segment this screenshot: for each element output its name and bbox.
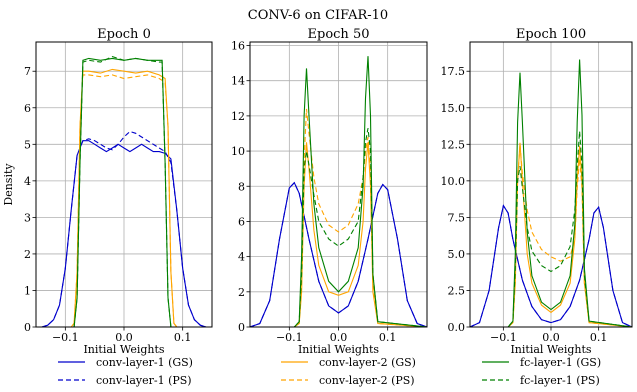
panel-title: Epoch 0 xyxy=(97,27,151,42)
legend-item: fc-layer-1 (GS) xyxy=(482,356,601,369)
x-tick-label: −0.1 xyxy=(490,331,517,344)
x-tick-label: 0.0 xyxy=(115,331,133,344)
y-tick-label: 10.0 xyxy=(441,175,466,188)
legend-item: fc-layer-1 (PS) xyxy=(482,374,600,387)
series-line xyxy=(41,130,207,327)
chart-panel: −0.1 0.0 0.1 0 1 2 3 4 5 6 7 Epoch 0 Initial Weights… xyxy=(2,27,213,356)
y-tick-label: 7 xyxy=(24,65,31,78)
legend: conv-layer-1 (GS) conv-layer-1 (PS) conv-l… xyxy=(58,356,601,387)
y-tick-label: 12.5 xyxy=(441,138,466,151)
series-line xyxy=(41,56,207,327)
series-line xyxy=(250,56,427,327)
series-line xyxy=(41,74,207,327)
chart-panel: −0.1 0.0 0.1 0.0 2.5 5.0 7.5 10.0 12.5 15.0 17.5 Ep… xyxy=(441,27,633,356)
legend-label: fc-layer-1 (PS) xyxy=(520,374,600,387)
series-line xyxy=(470,131,632,327)
x-tick-label: −0.1 xyxy=(276,331,303,344)
legend-item: conv-layer-1 (PS) xyxy=(58,374,192,387)
panel-title: Epoch 50 xyxy=(308,27,370,42)
y-tick-label: 4 xyxy=(238,251,245,264)
y-tick-label: 14 xyxy=(231,75,245,88)
x-tick-label: 0.0 xyxy=(542,331,560,344)
legend-label: conv-layer-1 (PS) xyxy=(96,374,192,387)
y-tick-label: 6 xyxy=(238,215,245,228)
y-tick-label: 15.0 xyxy=(441,102,466,115)
y-tick-label: 12 xyxy=(231,110,245,123)
chart-panel: −0.1 0.0 0.1 0 2 4 6 8 10 12 14 16 Epoch 50 Initial W… xyxy=(231,27,428,356)
y-tick-label: 4 xyxy=(24,175,31,188)
y-tick-label: 1 xyxy=(24,284,31,297)
x-axis-label: Initial Weights xyxy=(83,343,164,356)
series-line xyxy=(470,204,632,327)
x-tick-label: 0.1 xyxy=(590,331,608,344)
legend-label: conv-layer-1 (GS) xyxy=(96,356,193,369)
series-line xyxy=(470,59,632,327)
y-tick-label: 5.0 xyxy=(448,248,466,261)
series-line xyxy=(250,128,427,327)
x-tick-label: 0.1 xyxy=(174,331,192,344)
y-tick-label: 2 xyxy=(24,248,31,261)
y-tick-label: 0 xyxy=(238,321,245,334)
y-tick-label: 0.0 xyxy=(448,321,466,334)
panel-title: Epoch 100 xyxy=(516,27,586,42)
x-axis-label: Initial Weights xyxy=(298,343,379,356)
y-tick-label: 6 xyxy=(24,102,31,115)
y-axis-label: Density xyxy=(2,163,15,206)
y-tick-label: 0 xyxy=(24,321,31,334)
x-tick-label: 0.0 xyxy=(330,331,348,344)
x-tick-label: 0.1 xyxy=(379,331,397,344)
series-line xyxy=(250,181,427,327)
y-tick-label: 2.5 xyxy=(448,284,466,297)
figure-title: CONV-6 on CIFAR-10 xyxy=(248,8,388,23)
x-axis-label: Initial Weights xyxy=(510,343,591,356)
y-tick-label: 5 xyxy=(24,138,31,151)
y-tick-label: 10 xyxy=(231,145,245,158)
y-tick-label: 2 xyxy=(238,286,245,299)
legend-item: conv-layer-1 (GS) xyxy=(58,356,193,369)
y-tick-label: 16 xyxy=(231,40,245,53)
legend-label: conv-layer-2 (PS) xyxy=(319,374,415,387)
x-tick-label: −0.1 xyxy=(52,331,79,344)
y-tick-label: 8 xyxy=(238,180,245,193)
legend-label: conv-layer-2 (GS) xyxy=(319,356,416,369)
y-tick-label: 3 xyxy=(24,211,31,224)
legend-label: fc-layer-1 (GS) xyxy=(520,356,601,369)
y-tick-label: 7.5 xyxy=(448,211,466,224)
y-tick-label: 17.5 xyxy=(441,65,466,78)
legend-item: conv-layer-2 (PS) xyxy=(281,374,415,387)
legend-item: conv-layer-2 (GS) xyxy=(281,356,416,369)
